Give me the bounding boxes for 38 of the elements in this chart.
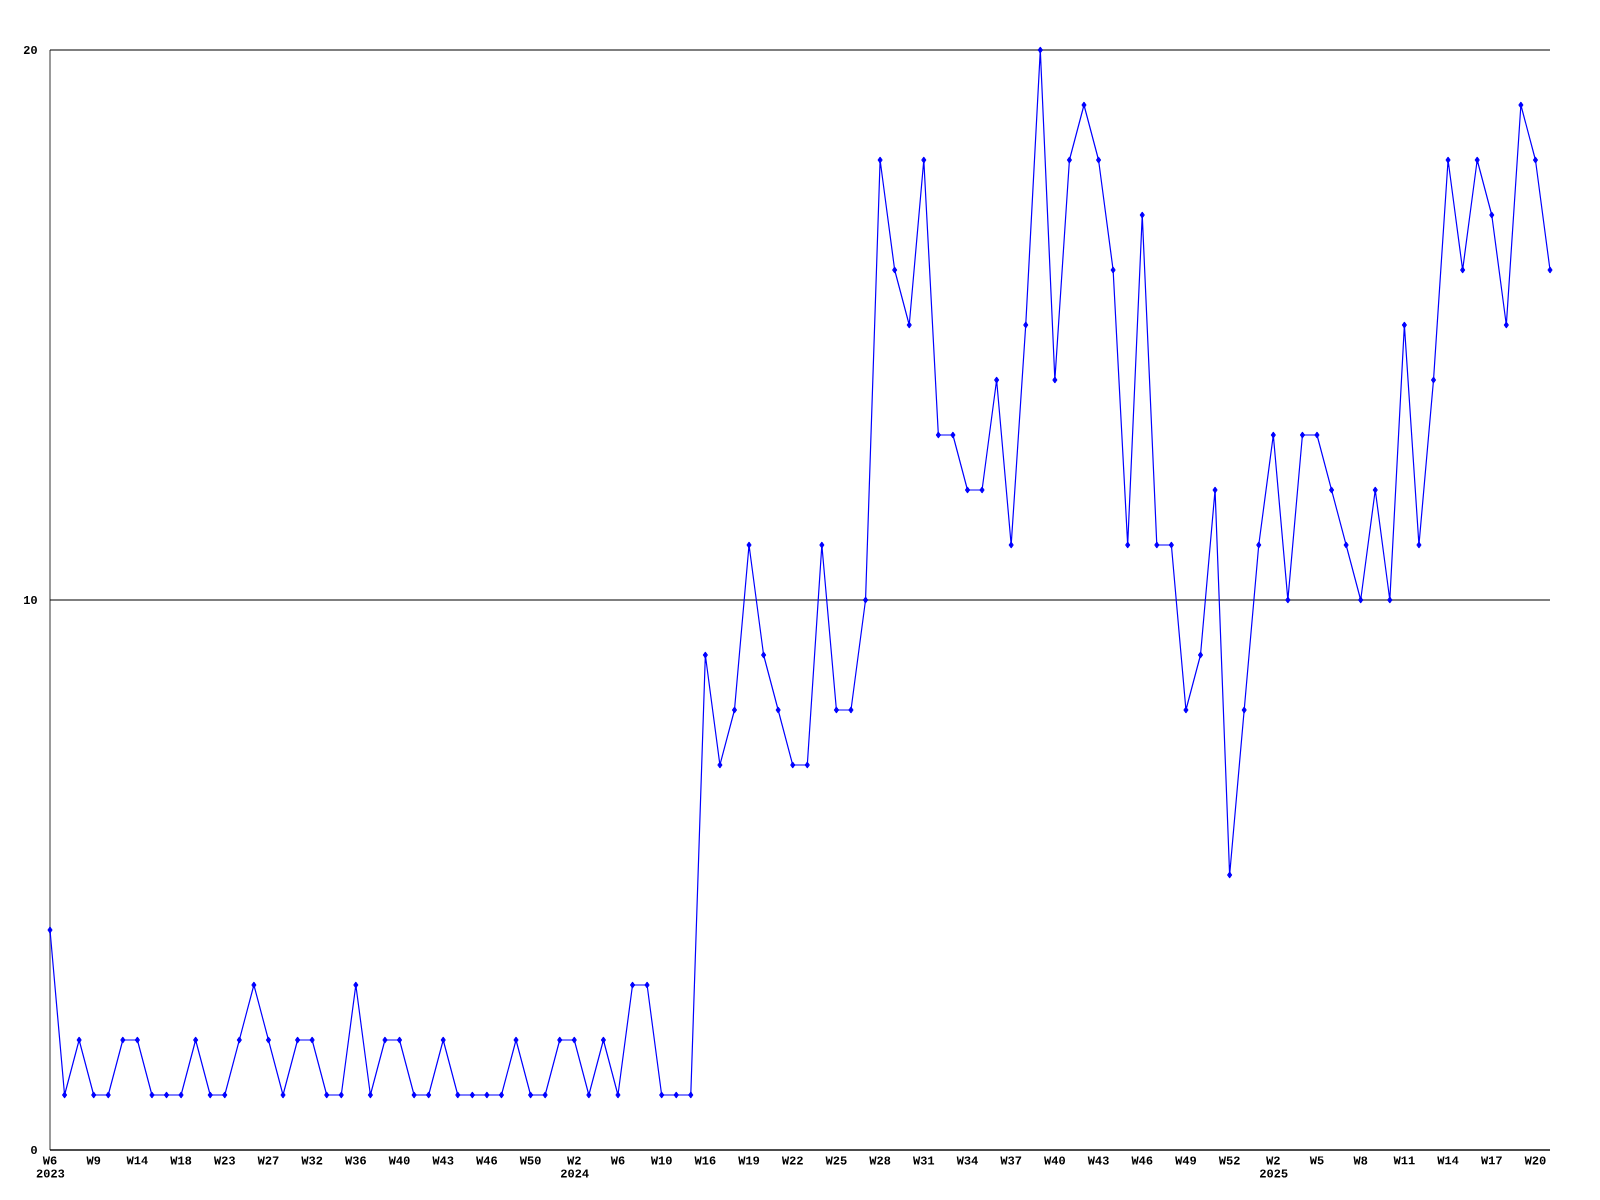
- x-tick-label: W2 2024: [561, 1156, 589, 1178]
- x-tick-label: W31: [912, 1156, 935, 1165]
- y-tick-label: 10: [24, 595, 37, 605]
- x-tick-label: W32: [301, 1156, 323, 1165]
- x-tick-label: W6: [610, 1156, 625, 1165]
- x-tick-label: W28: [869, 1156, 891, 1165]
- x-tick-label: W34: [956, 1156, 978, 1165]
- y-tick-label: 0: [31, 1145, 37, 1155]
- x-tick-label: W17: [1480, 1156, 1502, 1165]
- x-tick-label: W40: [1044, 1156, 1065, 1165]
- x-tick-label: W40: [388, 1156, 410, 1165]
- x-tick-label: W14: [126, 1156, 148, 1165]
- x-tick-label: W50: [519, 1156, 541, 1165]
- x-tick-label: W37: [1000, 1156, 1022, 1165]
- x-tick-label: W49: [1175, 1156, 1197, 1165]
- y-tick-label: 20: [23, 45, 37, 55]
- x-tick-label: W8: [1353, 1156, 1368, 1165]
- x-tick-label: W14: [1437, 1156, 1459, 1165]
- x-tick-label: W22: [781, 1156, 803, 1165]
- x-tick-label: W16: [694, 1156, 716, 1165]
- x-tick-label: W2 2025: [1260, 1156, 1288, 1178]
- x-tick-label: W11: [1393, 1156, 1415, 1165]
- x-tick-label: W9: [86, 1156, 101, 1165]
- x-tick-label: W43: [432, 1156, 454, 1165]
- x-tick-label: W5: [1309, 1156, 1324, 1165]
- x-tick-label: W46: [1131, 1156, 1153, 1165]
- x-tick-label: W19: [738, 1156, 760, 1165]
- x-tick-label: W36: [345, 1156, 366, 1165]
- x-tick-label: W23: [213, 1156, 235, 1165]
- x-tick-label: W6 2023: [36, 1156, 65, 1178]
- x-tick-label: W10: [650, 1156, 672, 1165]
- x-tick-label: W43: [1087, 1156, 1109, 1165]
- x-tick-label: W46: [476, 1156, 498, 1165]
- x-tick-label: W20: [1524, 1156, 1546, 1165]
- x-tick-label: W25: [825, 1156, 847, 1165]
- x-tick-label: W18: [170, 1156, 192, 1165]
- x-tick-label: W27: [257, 1156, 279, 1165]
- x-tick-label: W52: [1218, 1156, 1240, 1165]
